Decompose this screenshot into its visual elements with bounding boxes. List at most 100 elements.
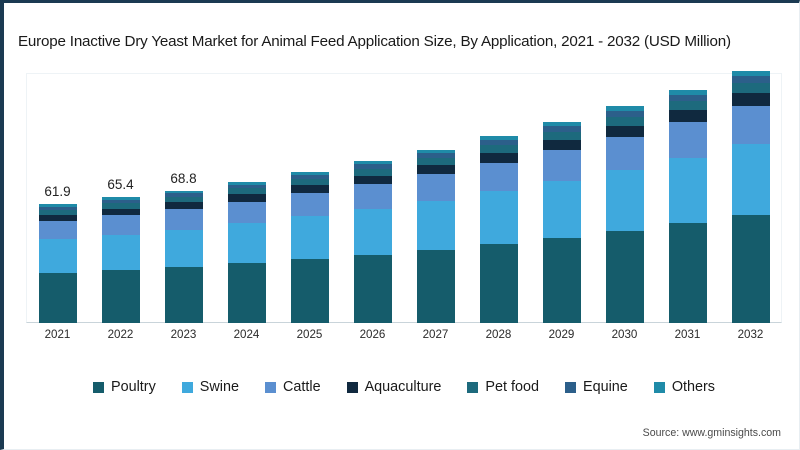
stacked-bar[interactable]: [668, 89, 707, 323]
bar-segment-poultry[interactable]: [416, 249, 455, 323]
stacked-bar[interactable]: [101, 197, 140, 323]
bar-segment-aquaculture[interactable]: [353, 175, 392, 184]
bar-segment-cattle[interactable]: [416, 173, 455, 201]
legend-item-poultry[interactable]: Poultry: [92, 379, 156, 395]
bar-segment-others[interactable]: [290, 171, 329, 176]
bar-segment-equine[interactable]: [101, 200, 140, 204]
bar-segment-aquaculture[interactable]: [290, 185, 329, 194]
stacked-bar[interactable]: [416, 149, 455, 323]
bar-segment-poultry[interactable]: [227, 263, 266, 323]
bar-segment-swine[interactable]: [227, 223, 266, 264]
bar-segment-equine[interactable]: [731, 76, 770, 83]
bar-segment-pet-food[interactable]: [38, 209, 77, 215]
bar-segment-poultry[interactable]: [542, 237, 581, 323]
bar-segment-others[interactable]: [38, 204, 77, 207]
bar-segment-pet-food[interactable]: [542, 131, 581, 140]
bar-segment-swine[interactable]: [353, 208, 392, 255]
bar-segment-pet-food[interactable]: [416, 157, 455, 165]
stacked-bar[interactable]: [227, 181, 266, 323]
bar-segment-equine[interactable]: [164, 193, 203, 197]
bar-segment-swine[interactable]: [416, 200, 455, 250]
bar-segment-others[interactable]: [227, 181, 266, 185]
bar-segment-cattle[interactable]: [353, 183, 392, 209]
bar-segment-poultry[interactable]: [479, 243, 518, 323]
bar-segment-cattle[interactable]: [290, 193, 329, 217]
bar-segment-poultry[interactable]: [101, 270, 140, 323]
bar-segment-others[interactable]: [101, 197, 140, 201]
bar-segment-cattle[interactable]: [542, 150, 581, 181]
bar-segment-swine[interactable]: [164, 229, 203, 268]
bar-segment-swine[interactable]: [290, 216, 329, 260]
bar-segment-pet-food[interactable]: [731, 82, 770, 94]
bar-segment-others[interactable]: [479, 136, 518, 141]
bar-segment-aquaculture[interactable]: [38, 214, 77, 222]
bar-segment-equine[interactable]: [542, 126, 581, 132]
bar-segment-others[interactable]: [605, 106, 644, 111]
stacked-bar[interactable]: [38, 204, 77, 323]
bar-segment-cattle[interactable]: [227, 201, 266, 224]
bar-segment-equine[interactable]: [479, 140, 518, 146]
bar-segment-aquaculture[interactable]: [731, 93, 770, 107]
bar-segment-aquaculture[interactable]: [605, 125, 644, 137]
bar-segment-equine[interactable]: [38, 206, 77, 210]
legend-item-others[interactable]: Others: [653, 379, 715, 395]
bar-segment-aquaculture[interactable]: [101, 208, 140, 216]
bar-segment-poultry[interactable]: [164, 267, 203, 323]
bar-segment-cattle[interactable]: [101, 215, 140, 235]
bar-segment-pet-food[interactable]: [101, 203, 140, 209]
bar-segment-others[interactable]: [416, 149, 455, 154]
legend-item-equine[interactable]: Equine: [565, 379, 628, 395]
bar-segment-cattle[interactable]: [668, 122, 707, 158]
bar-segment-others[interactable]: [164, 190, 203, 194]
bar-segment-equine[interactable]: [353, 164, 392, 169]
bar-segment-aquaculture[interactable]: [668, 110, 707, 123]
bar-segment-poultry[interactable]: [731, 215, 770, 323]
bar-segment-others[interactable]: [353, 160, 392, 165]
bar-segment-swine[interactable]: [731, 144, 770, 216]
stacked-bar[interactable]: [290, 171, 329, 323]
bar-segment-aquaculture[interactable]: [227, 194, 266, 202]
bar-segment-aquaculture[interactable]: [479, 153, 518, 163]
bar-segment-poultry[interactable]: [668, 223, 707, 323]
legend-item-aquaculture[interactable]: Aquaculture: [346, 379, 441, 395]
legend-item-swine[interactable]: Swine: [181, 379, 239, 395]
bar-segment-pet-food[interactable]: [353, 168, 392, 176]
stacked-bar[interactable]: [542, 122, 581, 323]
bar-segment-swine[interactable]: [101, 234, 140, 271]
bar-segment-cattle[interactable]: [731, 106, 770, 145]
bar-segment-equine[interactable]: [290, 175, 329, 179]
bar-segment-swine[interactable]: [479, 191, 518, 244]
bar-segment-aquaculture[interactable]: [542, 139, 581, 151]
bar-segment-cattle[interactable]: [164, 209, 203, 230]
legend-item-pet-food[interactable]: Pet food: [467, 379, 539, 395]
bar-segment-pet-food[interactable]: [164, 196, 203, 203]
bar-segment-cattle[interactable]: [38, 221, 77, 240]
bar-segment-others[interactable]: [542, 122, 581, 127]
bar-segment-aquaculture[interactable]: [416, 164, 455, 174]
bar-segment-swine[interactable]: [668, 157, 707, 224]
legend-item-cattle[interactable]: Cattle: [264, 379, 321, 395]
bar-segment-swine[interactable]: [542, 180, 581, 238]
bar-segment-poultry[interactable]: [38, 273, 77, 323]
bar-segment-poultry[interactable]: [353, 254, 392, 323]
stacked-bar[interactable]: [731, 70, 770, 323]
bar-segment-aquaculture[interactable]: [164, 202, 203, 210]
bar-segment-pet-food[interactable]: [227, 188, 266, 195]
stacked-bar[interactable]: [353, 160, 392, 323]
bar-segment-poultry[interactable]: [605, 230, 644, 323]
bar-segment-cattle[interactable]: [605, 136, 644, 170]
bar-segment-pet-food[interactable]: [605, 116, 644, 126]
bar-segment-equine[interactable]: [605, 110, 644, 117]
bar-segment-equine[interactable]: [416, 153, 455, 158]
stacked-bar[interactable]: [605, 106, 644, 323]
bar-segment-poultry[interactable]: [290, 259, 329, 323]
bar-segment-equine[interactable]: [668, 94, 707, 101]
bar-segment-pet-food[interactable]: [479, 145, 518, 154]
stacked-bar[interactable]: [164, 190, 203, 323]
stacked-bar[interactable]: [479, 136, 518, 323]
bar-segment-swine[interactable]: [605, 169, 644, 231]
bar-segment-others[interactable]: [668, 89, 707, 95]
bar-segment-pet-food[interactable]: [668, 100, 707, 111]
bar-segment-pet-food[interactable]: [290, 178, 329, 186]
bar-segment-swine[interactable]: [38, 239, 77, 273]
